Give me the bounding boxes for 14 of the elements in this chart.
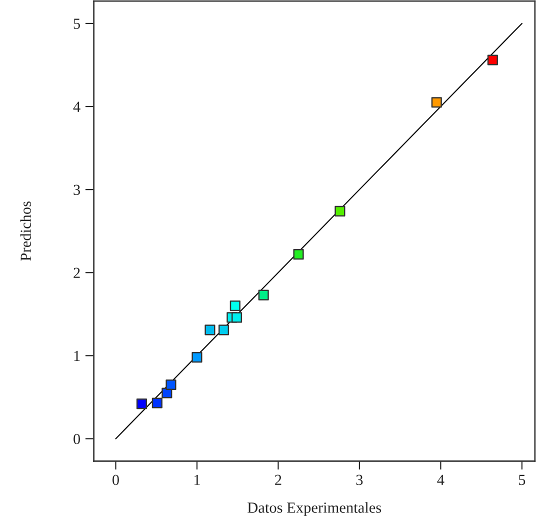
x-tick-label: 5 [519,474,526,486]
x-tick-label: 4 [437,474,444,485]
x-tick-label: 1 [194,474,200,485]
x-tick-label: 0 [112,474,119,486]
x-axis-title: Datos Experimentales [248,502,382,516]
x-tick-label: 3 [356,474,363,486]
y-tick-label: 0 [74,434,80,444]
y-tick-label: 5 [74,18,80,29]
y-tick-label: 3 [74,184,80,196]
y-tick-label: 4 [73,102,80,112]
x-tick-label: 2 [275,474,282,485]
y-tick-label: 2 [74,268,80,278]
y-tick-label: 1 [74,350,80,361]
y-axis-title: Predichos [20,202,31,261]
